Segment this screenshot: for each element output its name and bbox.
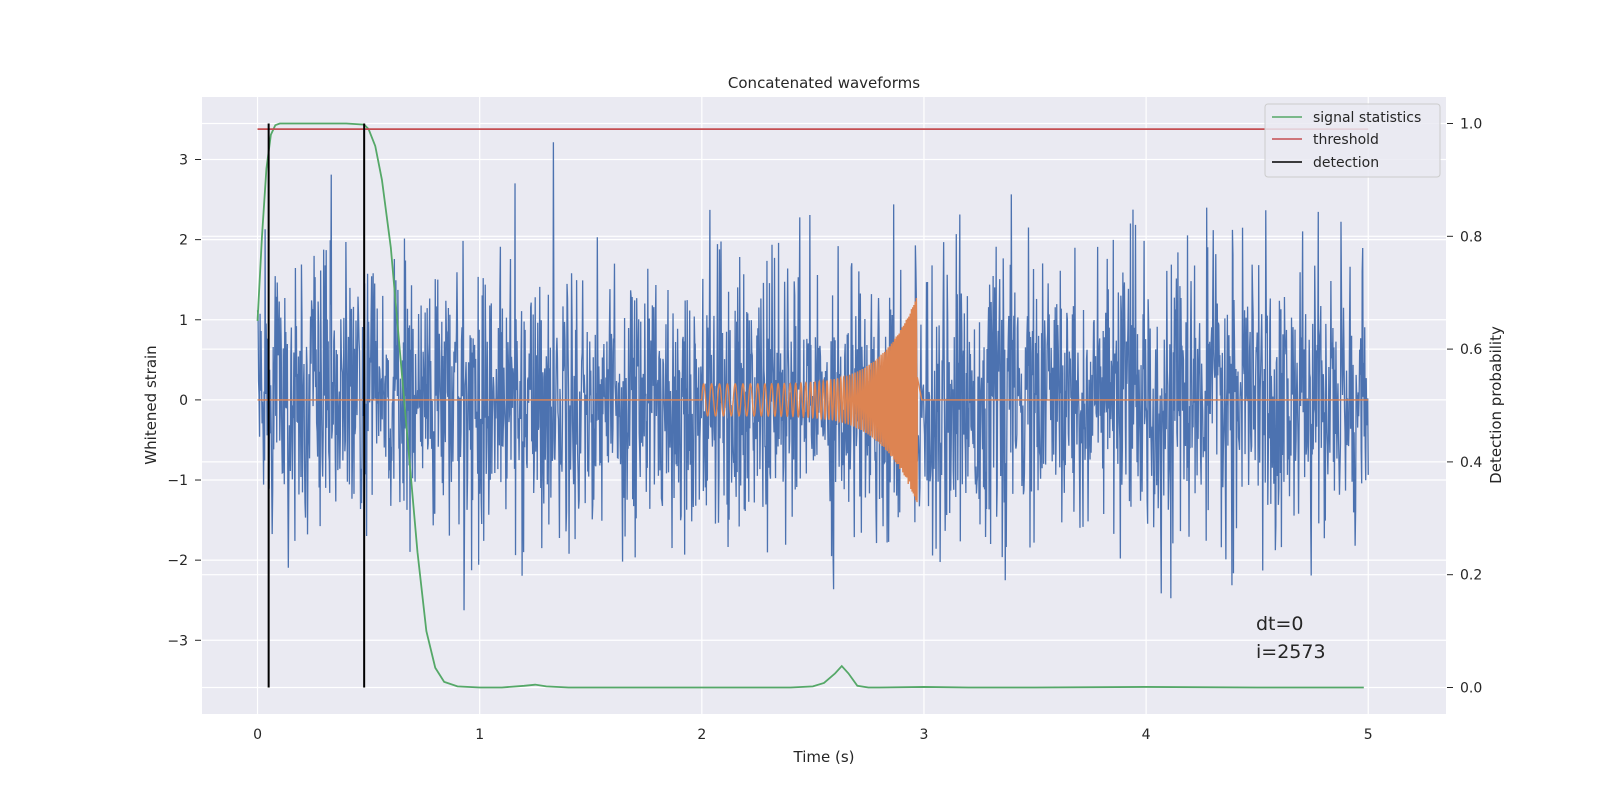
legend-box <box>1264 103 1441 178</box>
y2-tick-label: 0.4 <box>1460 455 1482 471</box>
y-tick-label: 2 <box>179 233 188 249</box>
y-tick-label: 0 <box>179 393 188 409</box>
y-axis-ticks: −3 −2 −1 0 1 2 3 <box>167 153 201 649</box>
x-tick-label: 5 <box>1364 727 1373 743</box>
x-tick-label: 2 <box>697 727 706 743</box>
y2-tick-label: 0.0 <box>1460 680 1482 696</box>
x-axis-label: Time (s) <box>793 748 855 766</box>
x-tick-label: 4 <box>1142 727 1151 743</box>
x-axis-ticks: 0 1 2 3 4 5 <box>253 727 1373 743</box>
legend-label-signal-statistics: signal statistics <box>1313 110 1421 126</box>
y2-tick-label: 0.8 <box>1460 229 1482 245</box>
y-tick-label: −2 <box>167 553 188 569</box>
y2-tick-label: 0.6 <box>1460 342 1482 358</box>
y-axis-label: Whitened strain <box>142 345 160 464</box>
noise-strain-line <box>256 142 1369 611</box>
legend: signal statistics threshold detection <box>1264 103 1441 178</box>
y2-axis-ticks: 0.0 0.2 0.4 0.6 0.8 1.0 <box>1447 117 1482 696</box>
annotation-dt: dt=0 <box>1256 613 1304 635</box>
y2-tick-label: 0.2 <box>1460 568 1482 584</box>
chirp-waveform-line <box>257 298 1369 503</box>
annotation-i: i=2573 <box>1256 641 1326 663</box>
y2-axis-label: Detection probability <box>1487 326 1505 484</box>
chart-title: Concatenated waveforms <box>728 74 920 92</box>
y-tick-label: 3 <box>179 153 188 169</box>
y2-tick-label: 1.0 <box>1460 117 1482 133</box>
plot-area <box>202 97 1446 714</box>
x-tick-label: 0 <box>253 727 262 743</box>
x-tick-label: 3 <box>920 727 929 743</box>
right-axis-series <box>256 122 1369 689</box>
legend-label-detection: detection <box>1313 155 1379 171</box>
legend-label-threshold: threshold <box>1313 132 1379 148</box>
y-tick-label: 1 <box>179 313 188 329</box>
y-tick-label: −3 <box>167 633 188 649</box>
x-tick-label: 1 <box>475 727 484 743</box>
left-axis-series <box>256 142 1369 611</box>
y-tick-label: −1 <box>167 473 188 489</box>
signal-statistics-line <box>256 122 1364 689</box>
